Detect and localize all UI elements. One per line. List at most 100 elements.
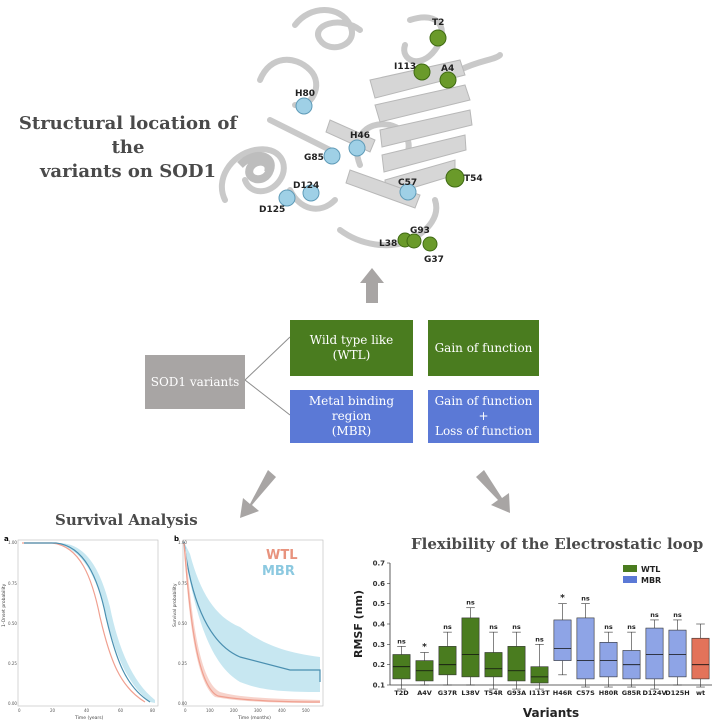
residue-label: D124 xyxy=(293,181,319,191)
residue-sphere-h80 xyxy=(295,97,313,115)
mbr-ci-band xyxy=(18,543,155,703)
tick: 100 xyxy=(206,708,214,713)
box-d124v xyxy=(645,627,664,680)
tick: 300 xyxy=(254,708,262,713)
tick: 20 xyxy=(50,708,56,713)
residue-label: L38 xyxy=(379,239,397,249)
residue-sphere-g85 xyxy=(323,147,341,165)
x-tick-label: G85R xyxy=(622,689,641,697)
wtl-curve xyxy=(22,542,146,703)
significance-label: ns xyxy=(397,637,406,645)
panel-a-xlabel: Time (years) xyxy=(74,715,104,721)
significance-label: ns xyxy=(650,611,659,619)
sod1-variants-box: SOD1 variants xyxy=(145,355,245,409)
tick: 1.00 xyxy=(178,540,187,545)
legend-wtl: WTL xyxy=(266,548,298,563)
box-t54r xyxy=(484,652,503,678)
residue-label: C57 xyxy=(398,178,417,188)
panel-a-label: a xyxy=(4,535,9,543)
tick: 0.25 xyxy=(178,661,187,666)
x-tick-label: L38V xyxy=(461,689,479,697)
residue-label: A4 xyxy=(441,64,454,74)
significance-label: ns xyxy=(627,623,636,631)
residue-sphere-h46 xyxy=(348,139,366,157)
x-tick-label: I113T xyxy=(529,689,550,697)
x-tick-label: H46R xyxy=(553,689,573,697)
box-g93a xyxy=(507,646,526,682)
x-tick-label: T54R xyxy=(484,689,502,697)
tick: 0.50 xyxy=(178,621,187,626)
tick: 0 xyxy=(184,708,187,713)
mbr-curve xyxy=(24,542,151,703)
panel-b-label: b xyxy=(174,535,179,543)
y-tick-label: 0.2 xyxy=(373,661,386,669)
significance-label: * xyxy=(422,642,427,652)
significance-label: ns xyxy=(466,599,475,607)
down-right-arrow xyxy=(476,470,510,513)
residue-label: G85 xyxy=(304,153,324,163)
x-tick-label: G93A xyxy=(507,689,526,697)
x-tick-label: G37R xyxy=(438,689,457,697)
legend-label-mbr: MBR xyxy=(641,576,661,585)
rmsf-boxplot: 0.7 0.6 0.5 0.4 0.3 0.2 0.1 RMSF (nm) Variants T2… xyxy=(352,560,712,720)
x-axis-label: Variants xyxy=(523,706,579,720)
tick: 200 xyxy=(230,708,238,713)
up-arrow xyxy=(360,268,384,303)
legend-swatch-wtl xyxy=(623,565,637,572)
box-d125h xyxy=(668,629,687,678)
significance-label: ns xyxy=(512,623,521,631)
significance-label: ns xyxy=(581,595,590,603)
residue-label: G93 xyxy=(410,226,430,236)
residue-sphere-g93 xyxy=(406,233,422,249)
residue-sphere-g37 xyxy=(422,236,438,252)
residue-sphere-a4 xyxy=(439,71,457,89)
panel-b: Survival probability Time (months) 0 100… xyxy=(172,539,324,721)
wtl-effect-box: Gain of function xyxy=(428,320,539,376)
significance-label: ns xyxy=(535,635,544,643)
mbr-effect-box: Gain of function + Loss of function xyxy=(428,390,539,443)
y-tick-label: 0.5 xyxy=(373,600,386,608)
structure-title: Structural location of the variants on S… xyxy=(8,112,248,184)
x-tick-label: wt xyxy=(696,689,705,697)
y-tick-label: 0.7 xyxy=(373,560,386,568)
residue-sphere-i113 xyxy=(413,63,431,81)
survival-plots: a 1-Onset probability Time (years) 0 20 … xyxy=(1,535,324,721)
legend-swatch-mbr xyxy=(623,576,637,583)
panel-b-ylabel: Survival probability xyxy=(172,583,178,627)
y-tick-label: 0.1 xyxy=(373,682,386,690)
tick: 0 xyxy=(18,708,21,713)
panel-b-xlabel: Time (months) xyxy=(237,715,271,721)
tick: 1.00 xyxy=(8,540,17,545)
down-left-arrow xyxy=(240,470,276,518)
residue-label: D125 xyxy=(259,205,285,215)
survival-title: Survival Analysis xyxy=(55,511,198,529)
legend-label-wtl: WTL xyxy=(641,565,660,574)
tick: 0.00 xyxy=(178,701,187,706)
box-i113t xyxy=(530,666,549,684)
chart-title: Flexibility of the Electrostatic loop xyxy=(411,535,704,553)
significance-label: ns xyxy=(489,623,498,631)
box-l38v xyxy=(461,617,480,678)
panel-a-ylabel: 1-Onset probability xyxy=(1,583,7,627)
x-tick-label: D124V xyxy=(643,689,667,697)
structure-title-line1: Structural location of the xyxy=(18,113,238,158)
residue-label: I113 xyxy=(394,62,416,72)
box-h46r xyxy=(553,619,572,661)
box-g37r xyxy=(438,646,457,676)
significance-label: * xyxy=(560,594,565,604)
tick: 60 xyxy=(118,708,124,713)
significance-label: ns xyxy=(673,611,682,619)
residue-sphere-t54 xyxy=(445,168,465,188)
mbr-box: Metal binding region (MBR) xyxy=(290,390,413,443)
tick: 0.75 xyxy=(8,581,17,586)
box-c57s xyxy=(576,617,595,680)
mbr-curve-b xyxy=(183,541,321,682)
residue-label: T54 xyxy=(464,174,483,184)
residue-label: G37 xyxy=(424,255,444,265)
box-wt xyxy=(691,637,710,680)
y-tick-label: 0.3 xyxy=(373,641,386,649)
significance-label: ns xyxy=(604,623,613,631)
tick: 0.50 xyxy=(8,621,17,626)
